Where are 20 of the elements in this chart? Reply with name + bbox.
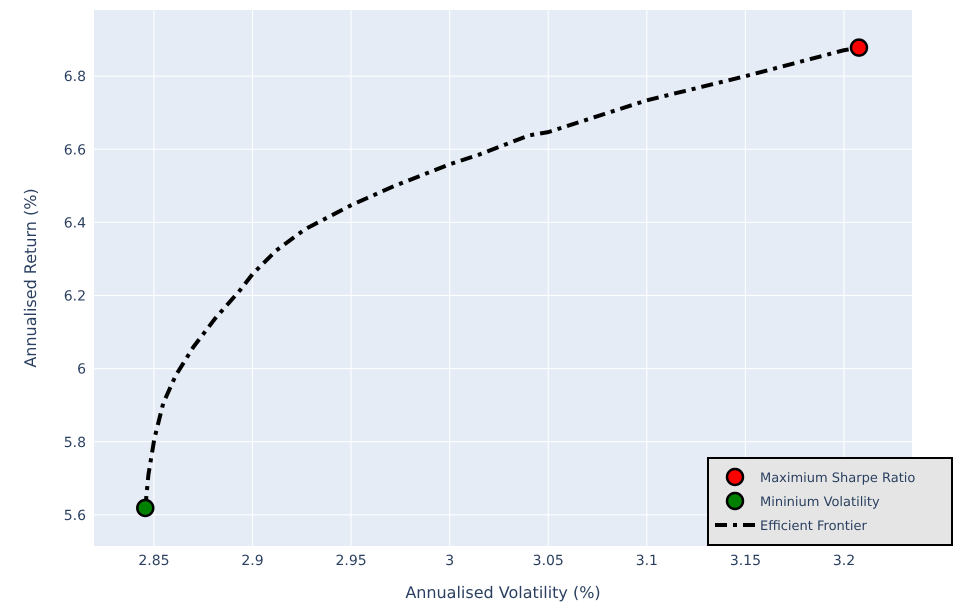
legend-label: Maximium Sharpe Ratio: [760, 471, 916, 486]
y-tick-label: 6.4: [64, 215, 86, 232]
x-tick-label: 3.05: [532, 553, 564, 569]
legend-label: Efficient Frontier: [760, 519, 868, 534]
legend-label: Mininium Volatility: [760, 495, 880, 510]
x-tick-label: 2.95: [336, 553, 367, 569]
x-tick-label: 3.2: [832, 553, 856, 569]
y-axis-title: Annualised Return (%): [21, 188, 40, 368]
y-tick-label: 6.8: [64, 69, 86, 86]
x-tick-label: 3.15: [730, 553, 761, 569]
x-tick-label: 3: [445, 553, 454, 569]
y-tick-label: 6: [77, 362, 86, 378]
y-tick-label: 6.6: [64, 142, 86, 158]
x-tick-label: 3.1: [636, 553, 658, 569]
y-tick-label: 5.6: [64, 508, 86, 524]
y-tick-label: 5.8: [64, 434, 86, 451]
x-tick-label: 2.85: [138, 553, 170, 569]
x-axis-title: Annualised Volatility (%): [405, 583, 601, 602]
y-tick-label: 6.2: [64, 288, 86, 305]
x-tick-label: 2.9: [241, 553, 264, 569]
